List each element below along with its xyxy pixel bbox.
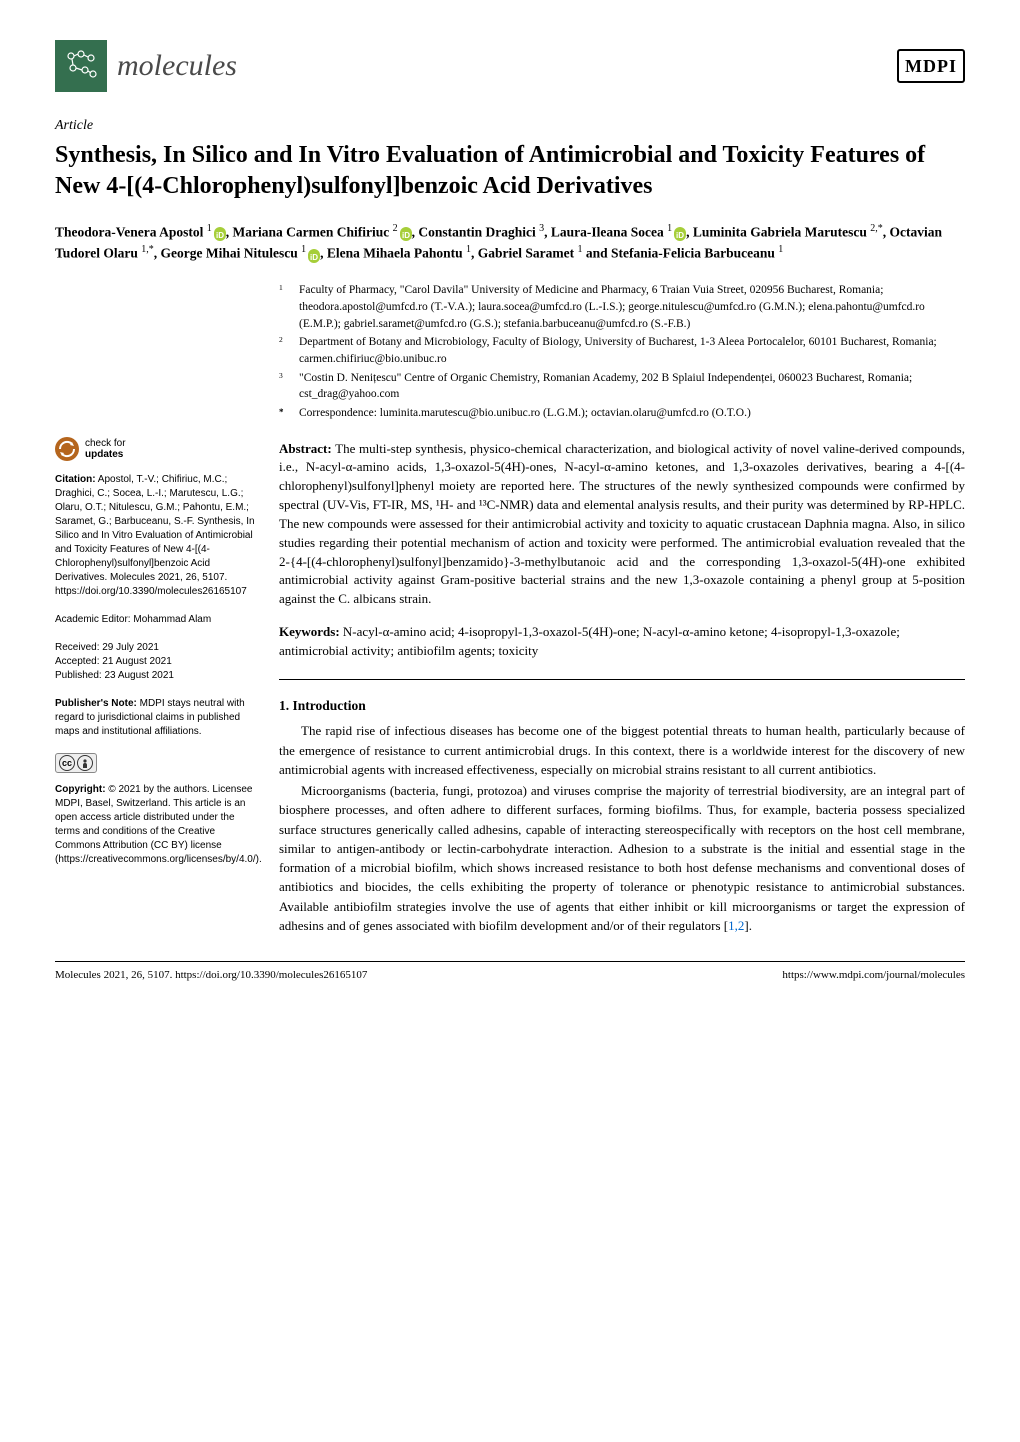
cc-icon: cc [59, 755, 75, 771]
affiliation-row: 1Faculty of Pharmacy, "Carol Davila" Uni… [279, 282, 965, 332]
citation-label: Citation: [55, 474, 96, 485]
author-affil-sup: 1,* [141, 244, 154, 255]
affiliation-text: "Costin D. Nenițescu" Centre of Organic … [299, 370, 965, 403]
affiliations: 1Faculty of Pharmacy, "Carol Davila" Uni… [279, 282, 965, 421]
citation-block: Citation: Apostol, T.-V.; Chifiriuc, M.C… [55, 473, 255, 599]
svg-text:iD: iD [402, 231, 410, 240]
copyright-label: Copyright: [55, 784, 106, 795]
author-affil-sup: 1 [778, 244, 783, 255]
copyright-block: Copyright: © 2021 by the authors. Licens… [55, 783, 255, 867]
footer-citation: Molecules 2021, 26, 5107. https://doi.or… [55, 968, 367, 984]
publishers-note-label: Publisher's Note: [55, 698, 137, 709]
author-name: Mariana Carmen Chifiriuc [233, 224, 393, 239]
author-name: Luminita Gabriela Marutescu [693, 224, 870, 239]
author-name: Theodora-Venera Apostol [55, 224, 207, 239]
affiliation-row: 2Department of Botany and Microbiology, … [279, 334, 965, 367]
orcid-icon[interactable]: iD [674, 227, 686, 239]
footer-url[interactable]: https://www.mdpi.com/journal/molecules [782, 968, 965, 984]
check-updates-icon [55, 437, 79, 461]
author-name: Stefania-Felicia Barbuceanu [611, 246, 778, 261]
paragraph-text-end: ]. [744, 918, 752, 933]
author-affil-sup: 2,* [870, 223, 883, 234]
keywords-label: Keywords: [279, 624, 340, 639]
affiliation-number: 2 [279, 335, 291, 368]
paragraph: The rapid rise of infectious diseases ha… [279, 721, 965, 779]
date-accepted: Accepted: 21 August 2021 [55, 655, 255, 669]
affiliation-text: Department of Botany and Microbiology, F… [299, 334, 965, 367]
main-column: 1Faculty of Pharmacy, "Carol Davila" Uni… [279, 282, 965, 937]
article-title: Synthesis, In Silico and In Vitro Evalua… [55, 140, 965, 202]
svg-text:iD: iD [310, 253, 318, 262]
abstract-label: Abstract: [279, 441, 332, 456]
author-affil-sup: 1 [667, 223, 672, 234]
author-name: Gabriel Saramet [478, 246, 578, 261]
journal-logo: molecules [55, 40, 237, 92]
keywords-text: N-acyl-α-amino acid; 4-isopropyl-1,3-oxa… [279, 624, 900, 658]
check-updates-badge[interactable]: check forupdates [55, 437, 255, 461]
paragraph-text: Microorganisms (bacteria, fungi, protozo… [279, 783, 965, 933]
journal-logo-icon [55, 40, 107, 92]
author-affil-sup: 3 [539, 223, 544, 234]
affiliation-number: 3 [279, 371, 291, 404]
orcid-icon[interactable]: iD [400, 227, 412, 239]
date-received: Received: 29 July 2021 [55, 641, 255, 655]
editor-label: Academic Editor: [55, 614, 131, 625]
author-affil-sup: 1 [466, 244, 471, 255]
author-name: Constantin Draghici [418, 224, 539, 239]
editor-name: Mohammad Alam [133, 614, 211, 625]
svg-text:iD: iD [676, 231, 684, 240]
affiliation-row: 3"Costin D. Nenițescu" Centre of Organic… [279, 370, 965, 403]
authors-list: Theodora-Venera Apostol 1iD, Mariana Car… [55, 221, 965, 265]
author-affil-sup: 2 [393, 223, 398, 234]
section-heading: 1. Introduction [279, 696, 965, 716]
author-affil-sup: 1 [301, 244, 306, 255]
cc-license-badge: cc [55, 753, 255, 773]
abstract-text: The multi-step synthesis, physico-chemic… [279, 441, 965, 607]
author-name: Elena Mihaela Pahontu [327, 246, 466, 261]
affiliation-number: * [279, 406, 291, 423]
author-name: Laura-Ileana Socea [551, 224, 667, 239]
page-footer: Molecules 2021, 26, 5107. https://doi.or… [55, 961, 965, 984]
by-icon [77, 755, 93, 771]
check-updates-label: check forupdates [85, 438, 126, 460]
publisher-name: MDPI [905, 56, 957, 76]
publisher-logo: MDPI [897, 49, 965, 83]
section-body: The rapid rise of infectious diseases ha… [279, 721, 965, 935]
orcid-icon[interactable]: iD [214, 227, 226, 239]
affiliation-number: 1 [279, 283, 291, 333]
page-header: molecules MDPI [55, 40, 965, 92]
publishers-note-block: Publisher's Note: MDPI stays neutral wit… [55, 697, 255, 739]
author-affil-sup: 1 [578, 244, 583, 255]
orcid-icon[interactable]: iD [308, 249, 320, 261]
editor-block: Academic Editor: Mohammad Alam [55, 613, 255, 627]
citation-text: Apostol, T.-V.; Chifiriuc, M.C.; Draghic… [55, 474, 255, 597]
date-published: Published: 23 August 2021 [55, 669, 255, 683]
dates-block: Received: 29 July 2021 Accepted: 21 Augu… [55, 641, 255, 683]
affiliation-text: Faculty of Pharmacy, "Carol Davila" Univ… [299, 282, 965, 332]
sidebar: check forupdates Citation: Apostol, T.-V… [55, 282, 255, 937]
abstract: Abstract: The multi-step synthesis, phys… [279, 440, 965, 610]
article-type: Article [55, 116, 965, 136]
paragraph: Microorganisms (bacteria, fungi, protozo… [279, 781, 965, 935]
journal-name: molecules [117, 44, 237, 88]
affiliation-text: Correspondence: luminita.marutescu@bio.u… [299, 405, 965, 422]
section-divider [279, 679, 965, 680]
svg-text:iD: iD [216, 231, 224, 240]
affiliation-row: * Correspondence: luminita.marutescu@bio.… [279, 405, 965, 422]
author-affil-sup: 1 [207, 223, 212, 234]
author-name: George Mihai Nitulescu [161, 246, 302, 261]
keywords: Keywords: N-acyl-α-amino acid; 4-isoprop… [279, 623, 965, 661]
copyright-text: © 2021 by the authors. Licensee MDPI, Ba… [55, 784, 262, 865]
reference-link[interactable]: 1,2 [728, 918, 744, 933]
